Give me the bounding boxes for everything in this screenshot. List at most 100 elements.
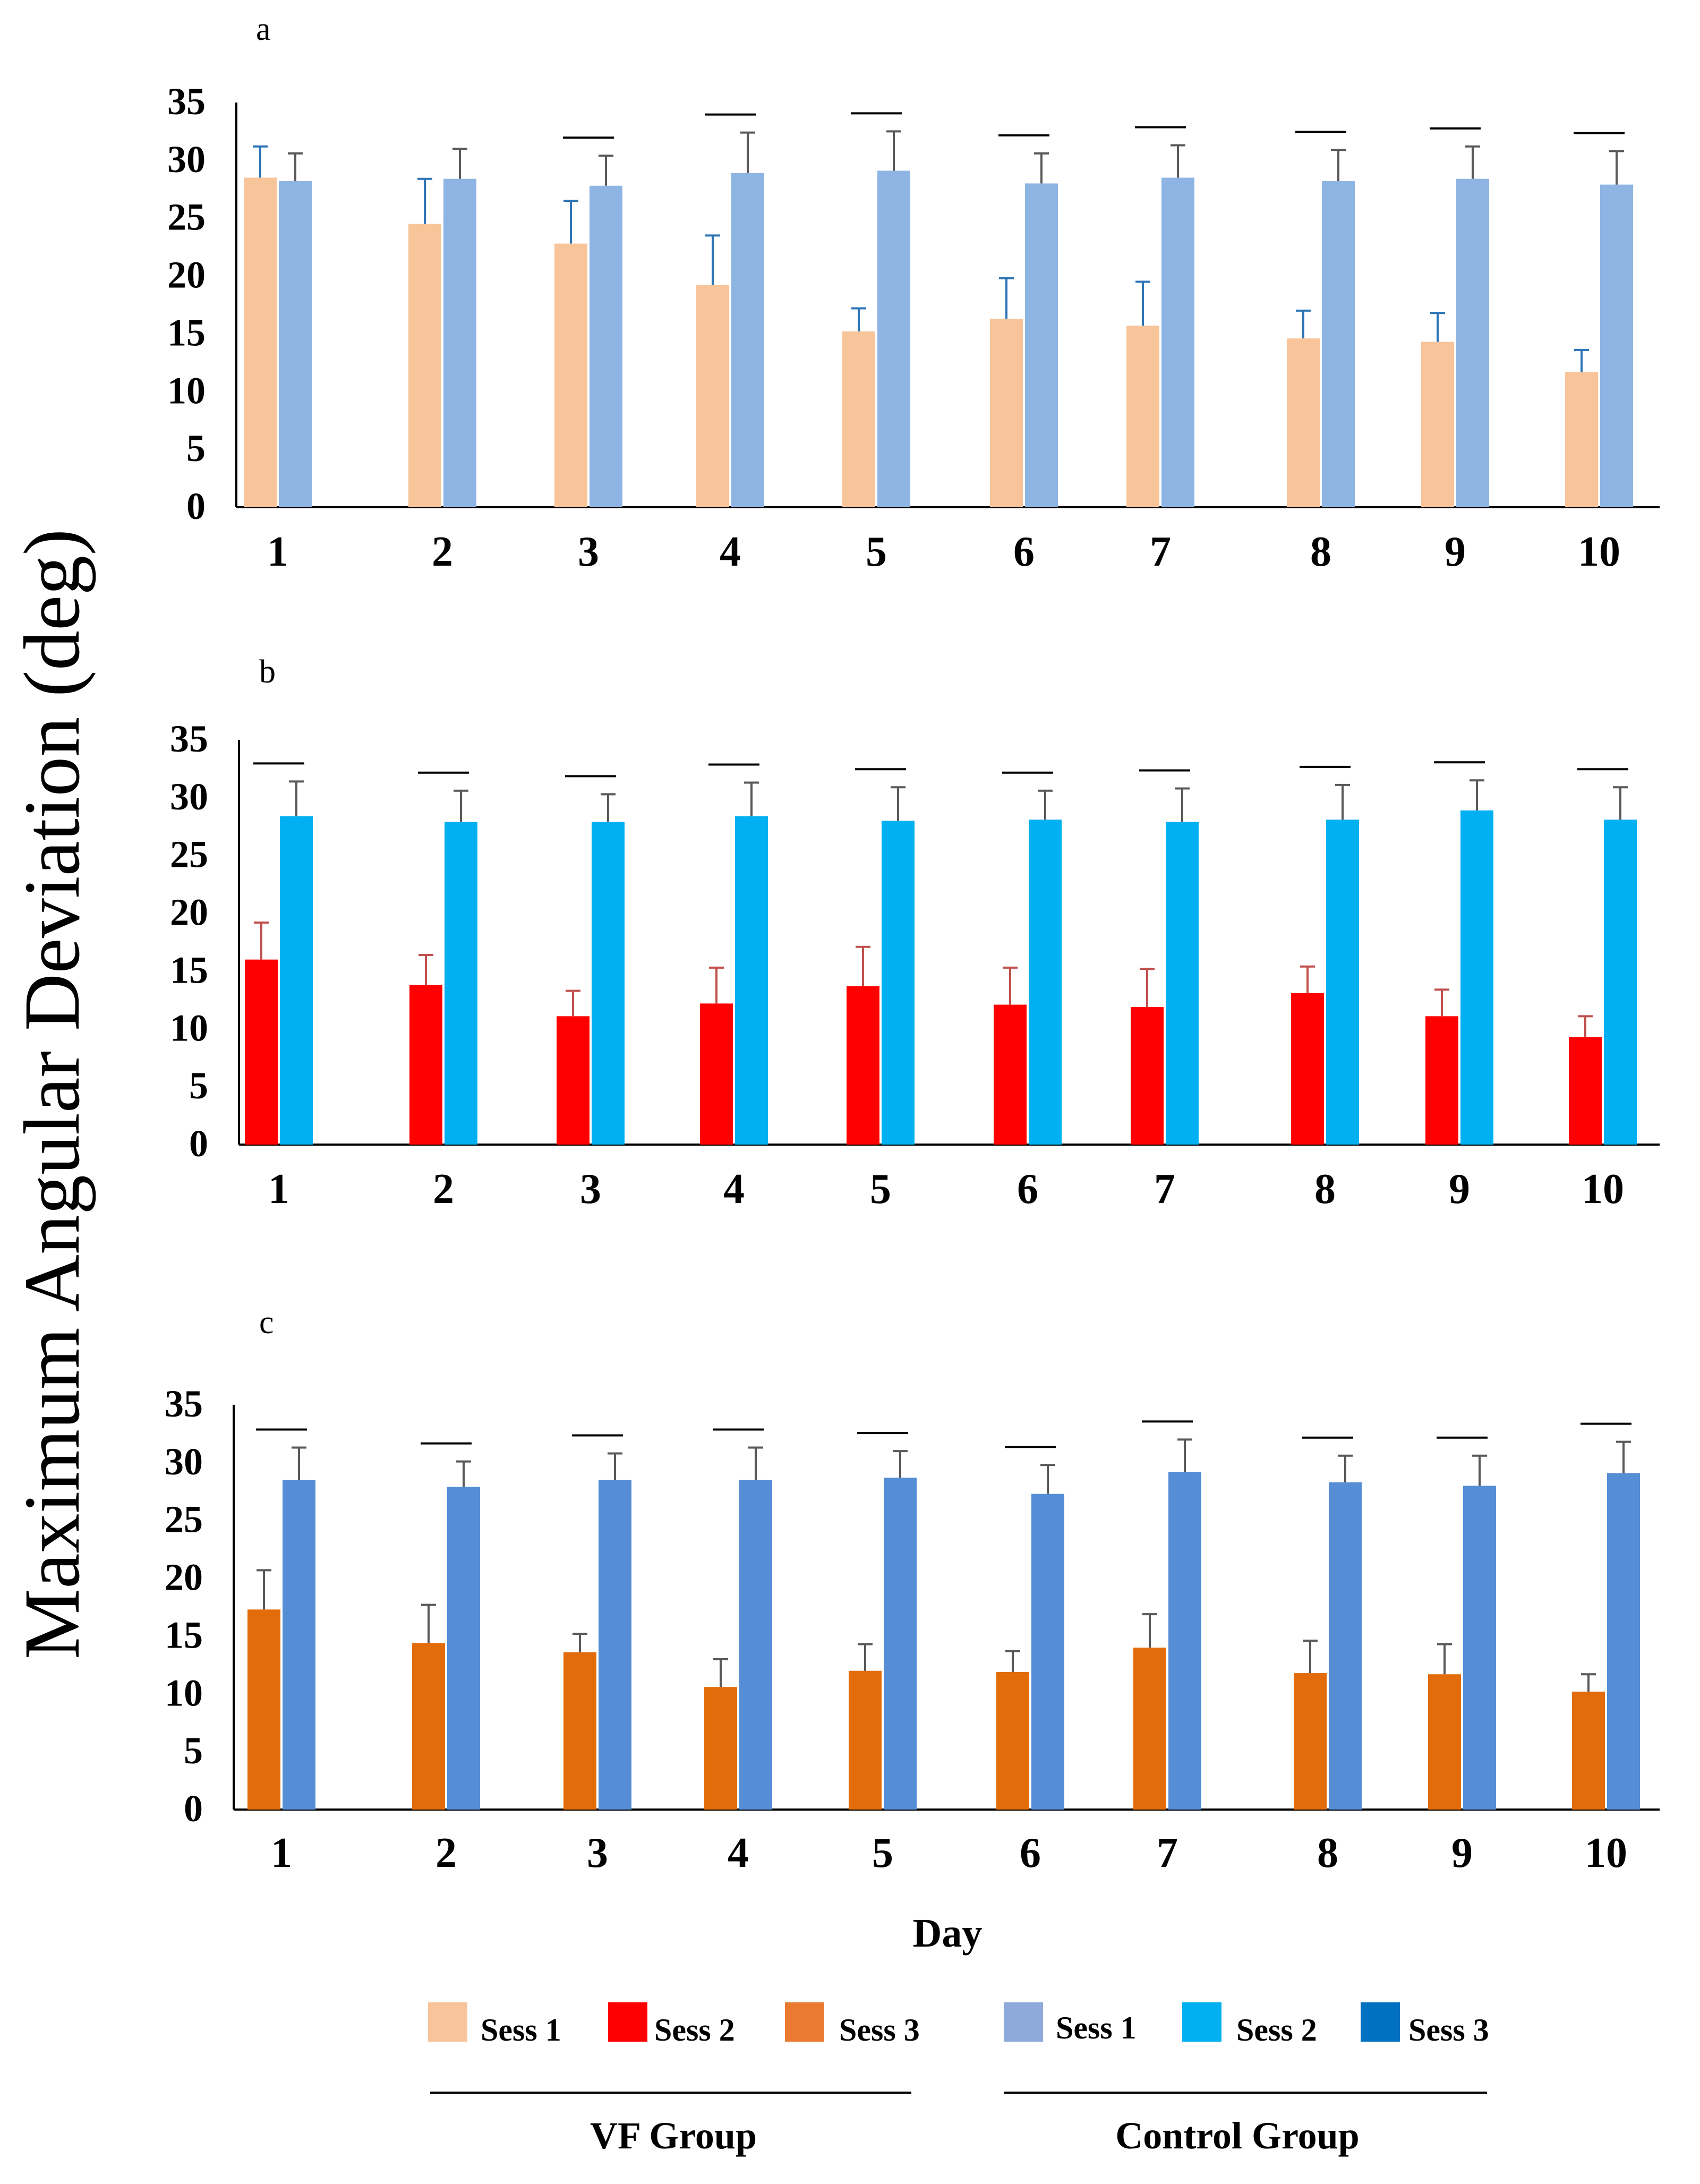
legend-swatch-control-sess3 (1361, 2002, 1400, 2042)
bar-a-vf-day7 (1126, 326, 1159, 507)
y-tick-label-c-15: 15 (165, 1614, 203, 1656)
bar-a-control-day5 (877, 170, 910, 507)
bar-b-control-day4 (735, 816, 768, 1145)
y-tick-label-a-35: 35 (167, 80, 206, 123)
x-tick-label-c-5: 5 (872, 1830, 893, 1876)
legend-label-control-sess1: Sess 1 (1056, 2010, 1137, 2045)
y-tick-label-b-30: 30 (170, 775, 208, 818)
bar-c-control-day2 (447, 1487, 480, 1810)
legend-swatch-vf-sess3 (785, 2002, 824, 2042)
bar-b-vf-day3 (557, 1016, 590, 1145)
x-tick-label-b-7: 7 (1154, 1166, 1175, 1213)
x-tick-label-a-8: 8 (1310, 528, 1331, 575)
bar-a-vf-day4 (696, 285, 729, 507)
bar-c-control-day9 (1463, 1486, 1496, 1810)
legend-swatch-control-sess2 (1182, 2002, 1221, 2042)
bar-b-vf-day5 (847, 986, 879, 1145)
y-tick-label-a-0: 0 (186, 485, 206, 527)
bar-c-vf-day8 (1294, 1673, 1327, 1810)
x-tick-label-a-5: 5 (866, 528, 887, 575)
bar-b-control-day2 (445, 822, 477, 1145)
panel-b: b 0 5 10 15 20 25 30 35 1 2 3 4 5 6 7 8 9 10 (170, 654, 1660, 1213)
bar-b-vf-day9 (1425, 1016, 1458, 1145)
legend-swatch-control-sess1 (1004, 2002, 1043, 2042)
bar-c-vf-day7 (1133, 1648, 1166, 1810)
y-tick-label-a-5: 5 (186, 427, 206, 470)
y-tick-label-b-5: 5 (189, 1064, 208, 1107)
legend-label-control-sess3: Sess 3 (1408, 2012, 1489, 2048)
bar-b-control-day1 (280, 816, 313, 1145)
y-axis-label: Maximum Angular Deviation (deg) (8, 529, 96, 1660)
bar-b-control-day8 (1326, 820, 1359, 1145)
bar-b-control-day9 (1460, 810, 1493, 1145)
x-tick-label-c-7: 7 (1157, 1830, 1178, 1876)
bar-c-vf-day5 (849, 1670, 882, 1810)
y-tick-label-b-25: 25 (170, 833, 208, 876)
y-tick-label-c-5: 5 (184, 1729, 203, 1772)
y-tick-label-a-10: 10 (167, 369, 206, 412)
legend-label-vf-sess2: Sess 2 (654, 2012, 735, 2048)
bar-c-vf-day6 (996, 1671, 1029, 1810)
bar-b-vf-day8 (1291, 993, 1324, 1145)
legend-label-vf-sess3: Sess 3 (839, 2012, 920, 2048)
x-tick-label-c-8: 8 (1317, 1830, 1338, 1876)
y-tick-label-c-25: 25 (165, 1498, 203, 1541)
y-tick-label-c-10: 10 (165, 1671, 203, 1714)
bar-b-control-day3 (592, 822, 625, 1145)
x-tick-label-a-2: 2 (432, 528, 453, 575)
x-tick-label-b-6: 6 (1017, 1166, 1038, 1213)
bar-c-vf-day3 (563, 1652, 596, 1810)
bar-c-control-day10 (1607, 1473, 1640, 1810)
legend-swatch-vf-sess1 (428, 2002, 467, 2042)
bar-c-control-day7 (1168, 1472, 1201, 1810)
bar-a-vf-day5 (842, 331, 875, 507)
bar-b-control-day10 (1604, 820, 1637, 1145)
x-tick-label-c-1: 1 (271, 1830, 292, 1876)
y-tick-label-b-20: 20 (170, 891, 208, 934)
y-tick-label-b-0: 0 (189, 1122, 208, 1165)
bar-b-vf-day4 (700, 1003, 733, 1145)
x-tick-label-a-7: 7 (1150, 528, 1171, 575)
bar-a-control-day9 (1456, 178, 1489, 508)
bar-a-control-day4 (731, 173, 764, 507)
bar-b-control-day5 (882, 821, 915, 1145)
x-tick-label-c-2: 2 (435, 1830, 457, 1876)
bar-a-vf-day6 (990, 319, 1023, 507)
x-tick-label-b-3: 3 (580, 1166, 601, 1213)
x-tick-label-b-4: 4 (723, 1166, 745, 1213)
x-tick-label-a-3: 3 (578, 528, 599, 575)
legend-label-control-sess2: Sess 2 (1236, 2012, 1317, 2048)
panel-letter-b: b (259, 654, 276, 690)
y-tick-label-c-35: 35 (165, 1383, 203, 1425)
x-tick-label-b-1: 1 (268, 1166, 289, 1213)
x-tick-label-c-9: 9 (1451, 1830, 1473, 1876)
x-tick-label-a-9: 9 (1445, 528, 1466, 575)
bar-a-control-day8 (1322, 181, 1355, 507)
y-tick-label-c-30: 30 (165, 1440, 203, 1483)
bar-a-vf-day3 (554, 243, 587, 507)
control-group-label: Control Group (1115, 2114, 1359, 2157)
y-tick-label-a-30: 30 (167, 138, 206, 181)
bar-a-vf-day9 (1421, 342, 1454, 507)
bar-b-vf-day10 (1569, 1037, 1602, 1145)
bar-c-control-day1 (283, 1480, 315, 1810)
x-axis-label: Day (913, 1911, 983, 1956)
y-tick-label-c-20: 20 (165, 1556, 203, 1599)
x-tick-label-b-10: 10 (1582, 1166, 1624, 1213)
bar-a-control-day3 (590, 185, 622, 507)
bar-c-vf-day10 (1572, 1691, 1605, 1810)
bar-a-vf-day10 (1565, 372, 1598, 507)
y-tick-label-a-25: 25 (167, 196, 206, 238)
x-tick-label-c-10: 10 (1585, 1830, 1627, 1876)
y-tick-label-a-20: 20 (167, 254, 206, 296)
bar-a-vf-day1 (244, 177, 277, 507)
x-tick-label-b-2: 2 (433, 1166, 454, 1213)
legend-label-vf-sess1: Sess 1 (481, 2012, 561, 2048)
bar-b-vf-day7 (1131, 1006, 1164, 1145)
panel-letter-a: a (256, 11, 271, 47)
bar-c-vf-day2 (412, 1643, 445, 1810)
bar-c-control-day3 (599, 1480, 631, 1810)
vf-group-label: VF Group (590, 2114, 757, 2157)
bar-a-vf-day2 (408, 224, 441, 508)
